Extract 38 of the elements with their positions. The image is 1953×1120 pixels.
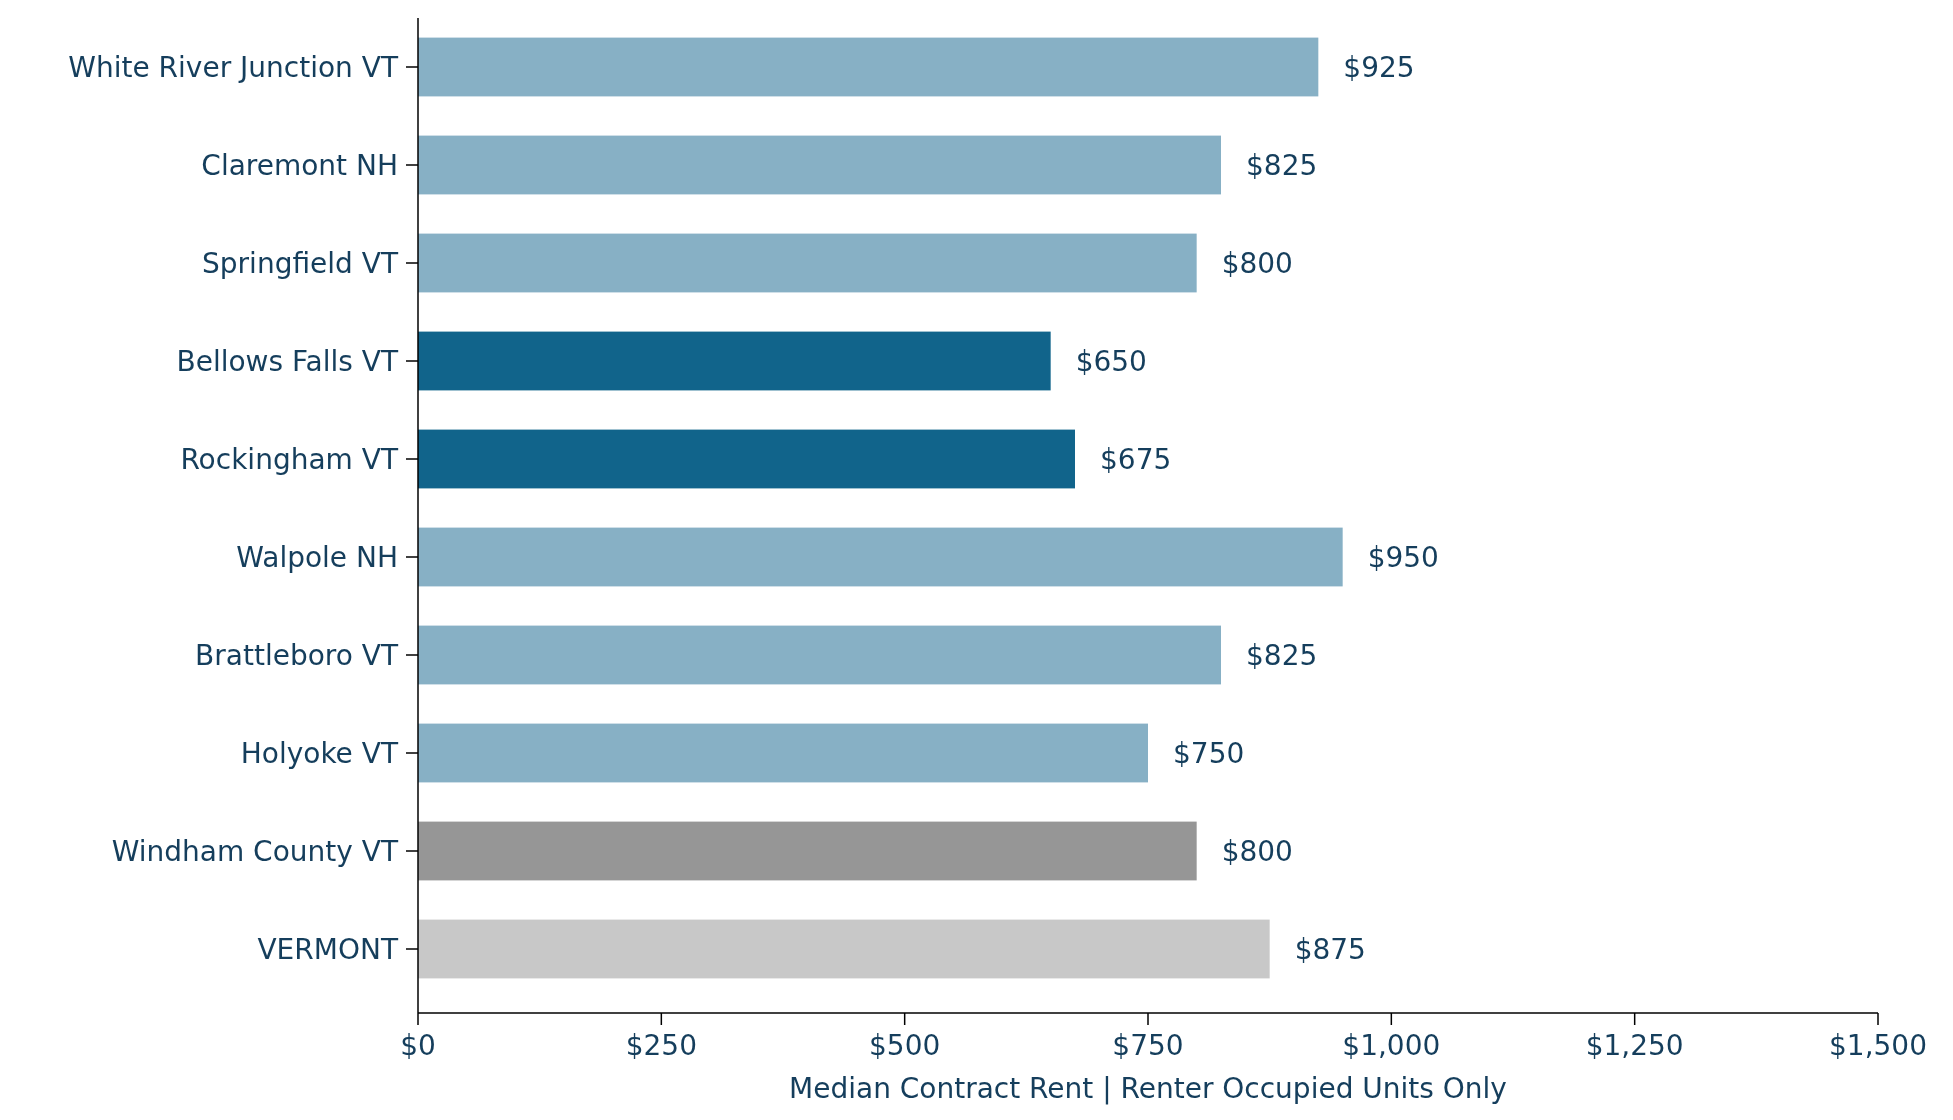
y-tick-label: Windham County VT (111, 834, 399, 868)
data-label: $675 (1100, 442, 1172, 476)
x-tick-label: $1,500 (1829, 1029, 1927, 1062)
x-tick-label: $250 (625, 1029, 697, 1062)
bar (418, 37, 1319, 97)
y-tick-label: Brattleboro VT (195, 638, 399, 672)
y-tick-label: Walpole NH (236, 540, 398, 574)
bar (418, 331, 1051, 391)
data-label: $950 (1367, 540, 1439, 574)
y-tick-label: Claremont NH (201, 148, 398, 182)
x-axis-title: Median Contract Rent | Renter Occupied Units Only (789, 1072, 1507, 1105)
bar (418, 527, 1343, 587)
data-label: $750 (1173, 736, 1245, 770)
bar (418, 233, 1197, 293)
data-label: $825 (1246, 638, 1318, 672)
data-label: $925 (1343, 50, 1415, 84)
data-label: $800 (1221, 246, 1293, 280)
x-tick-label: $500 (869, 1029, 941, 1062)
x-tick-label: $750 (1112, 1029, 1184, 1062)
y-tick-label: Springfield VT (202, 246, 399, 280)
x-tick-label: $0 (400, 1029, 436, 1062)
data-label: $650 (1075, 344, 1147, 378)
y-tick-label: Holyoke VT (240, 736, 399, 770)
bar (418, 919, 1270, 979)
bar (418, 429, 1075, 489)
data-label: $800 (1221, 834, 1293, 868)
y-tick-label: Rockingham VT (180, 442, 399, 476)
x-tick-label: $1,000 (1342, 1029, 1441, 1062)
data-label: $875 (1294, 932, 1366, 966)
bar (418, 625, 1221, 685)
y-tick-label: VERMONT (257, 932, 399, 966)
y-tick-label: Bellows Falls VT (176, 344, 399, 378)
bar (418, 723, 1148, 783)
bar (418, 821, 1197, 881)
x-tick-label: $1,250 (1585, 1029, 1684, 1062)
data-label: $825 (1246, 148, 1318, 182)
y-tick-label: White River Junction VT (68, 50, 399, 84)
bar (418, 135, 1221, 195)
